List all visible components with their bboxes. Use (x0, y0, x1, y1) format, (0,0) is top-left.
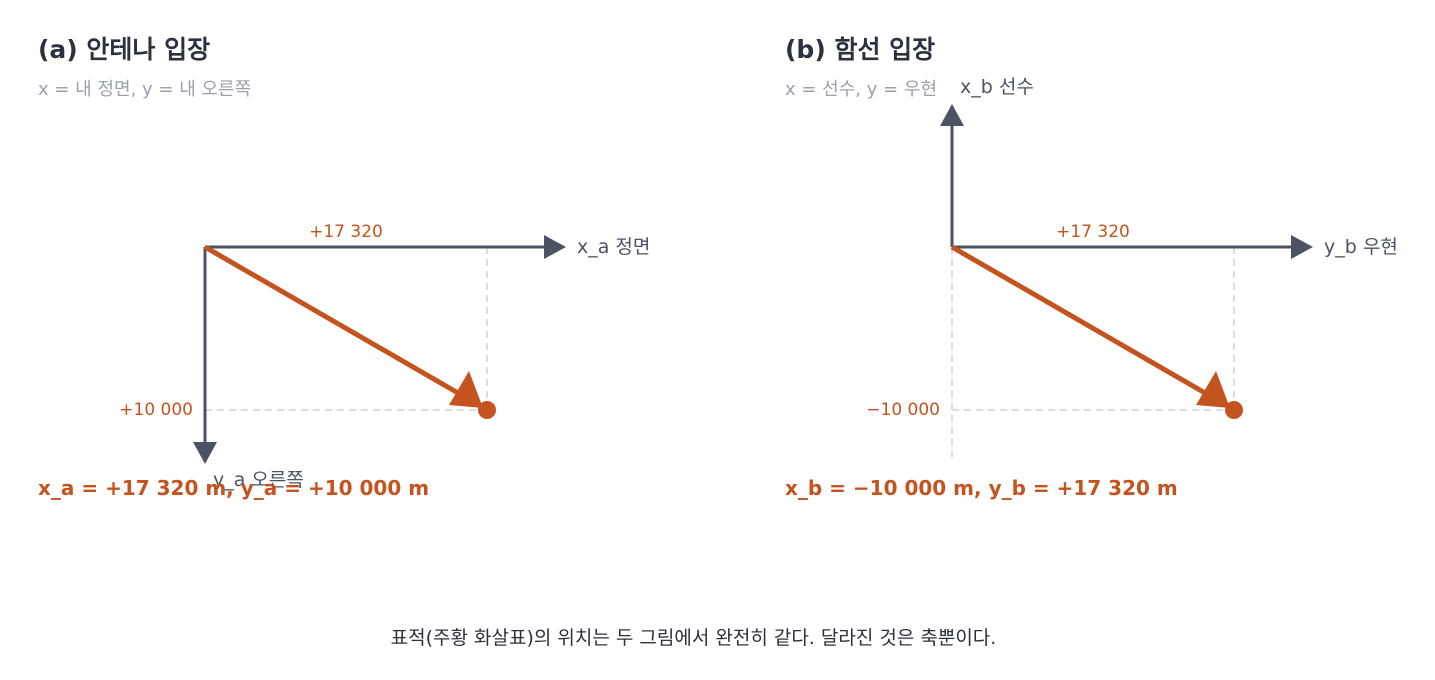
panel-b-diagram: +17 320 −10 000 x_b 선수 y_b 우현 (866, 76, 1398, 458)
caption: 표적(주황 화살표)의 위치는 두 그림에서 완전히 같다. 달라진 것은 축뿐… (390, 627, 997, 649)
panel-b-result: x_b = −10 000 m, y_b = +17 320 m (785, 476, 1178, 500)
panel-b-starboard-axis-label: y_b 우현 (1324, 236, 1398, 258)
panel-b-starboard-value-label: +17 320 (1056, 222, 1130, 242)
panel-a-diagram: +17 320 +10 000 x_a 정면 y_a 오른쪽 (119, 222, 650, 491)
panel-b-bow-value-label: −10 000 (866, 400, 940, 420)
panel-b-subtitle: x = 선수, y = 우현 (785, 79, 938, 100)
frame-diagram: +17 320 +10 000 x_a 정면 y_a 오른쪽 +17 320 −… (119, 76, 1398, 491)
panel-a-subtitle: x = 내 정면, y = 내 오른쪽 (38, 79, 252, 100)
panel-b-target-point (1225, 401, 1243, 419)
panel-a-target-vector (203, 244, 467, 400)
panel-b-target-arrowhead (1196, 371, 1230, 408)
panel-a-target-arrowhead (449, 371, 483, 408)
panel-a-forward-axis-label: x_a 정면 (577, 236, 650, 258)
panel-b-bow-axis-arrowhead (940, 104, 964, 126)
panel-b-starboard-axis-arrowhead (1291, 235, 1313, 259)
panel-a-target-point (478, 401, 496, 419)
panel-a-right-axis-label: y_a 오른쪽 (213, 469, 304, 491)
panel-a-forward-axis-arrowhead (544, 235, 566, 259)
panel-a-forward-value-label: +17 320 (309, 222, 383, 242)
panel-a-right-value-label: +10 000 (119, 400, 193, 420)
panel-a-result: x_a = +17 320 m, y_a = +10 000 m (38, 476, 430, 500)
panel-b-target-vector (950, 244, 1214, 400)
panel-a-title: (a) 안테나 입장 (38, 35, 211, 64)
panel-b-bow-axis-label: x_b 선수 (960, 76, 1034, 98)
panel-a-right-axis-arrowhead (193, 442, 217, 464)
panel-b-title: (b) 함선 입장 (785, 35, 936, 64)
